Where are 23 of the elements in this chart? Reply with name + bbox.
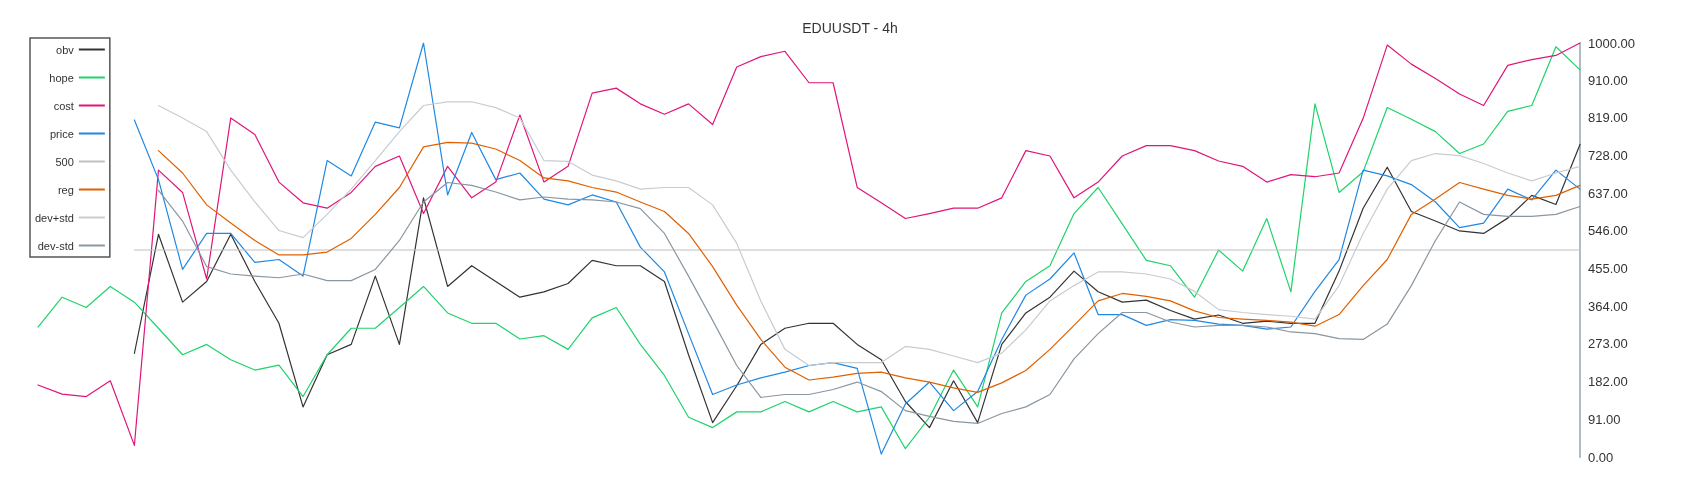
line-series	[157, 181, 1581, 425]
legend-label: dev-std	[37, 239, 74, 252]
line-series	[157, 101, 1581, 367]
legend-label: dev+std	[34, 211, 74, 224]
y-tick-label: 455.00	[1588, 261, 1628, 277]
y-tick-label: 0.00	[1588, 449, 1614, 465]
y-tick-label: 1000.00	[1588, 35, 1635, 51]
legend-label: cost	[53, 99, 74, 112]
chart-title: EDUUSDT - 4h	[802, 20, 898, 36]
y-tick-label: 364.00	[1588, 298, 1628, 314]
y-tick-label: 910.00	[1588, 72, 1628, 88]
legend-label: obv	[56, 43, 75, 56]
y-tick-label: 728.00	[1588, 148, 1628, 164]
y-tick-label: 546.00	[1588, 223, 1628, 239]
legend-label: price	[49, 127, 74, 140]
y-tick-label: 637.00	[1588, 185, 1628, 201]
legend-label: 500	[55, 155, 74, 168]
y-tick-label: 273.00	[1588, 336, 1628, 352]
y-tick-label: 91.00	[1588, 411, 1621, 427]
y-tick-label: 819.00	[1588, 110, 1628, 126]
legend-label: reg	[57, 183, 74, 196]
legend-label: hope	[49, 71, 74, 84]
y-tick-label: 182.00	[1588, 374, 1628, 390]
